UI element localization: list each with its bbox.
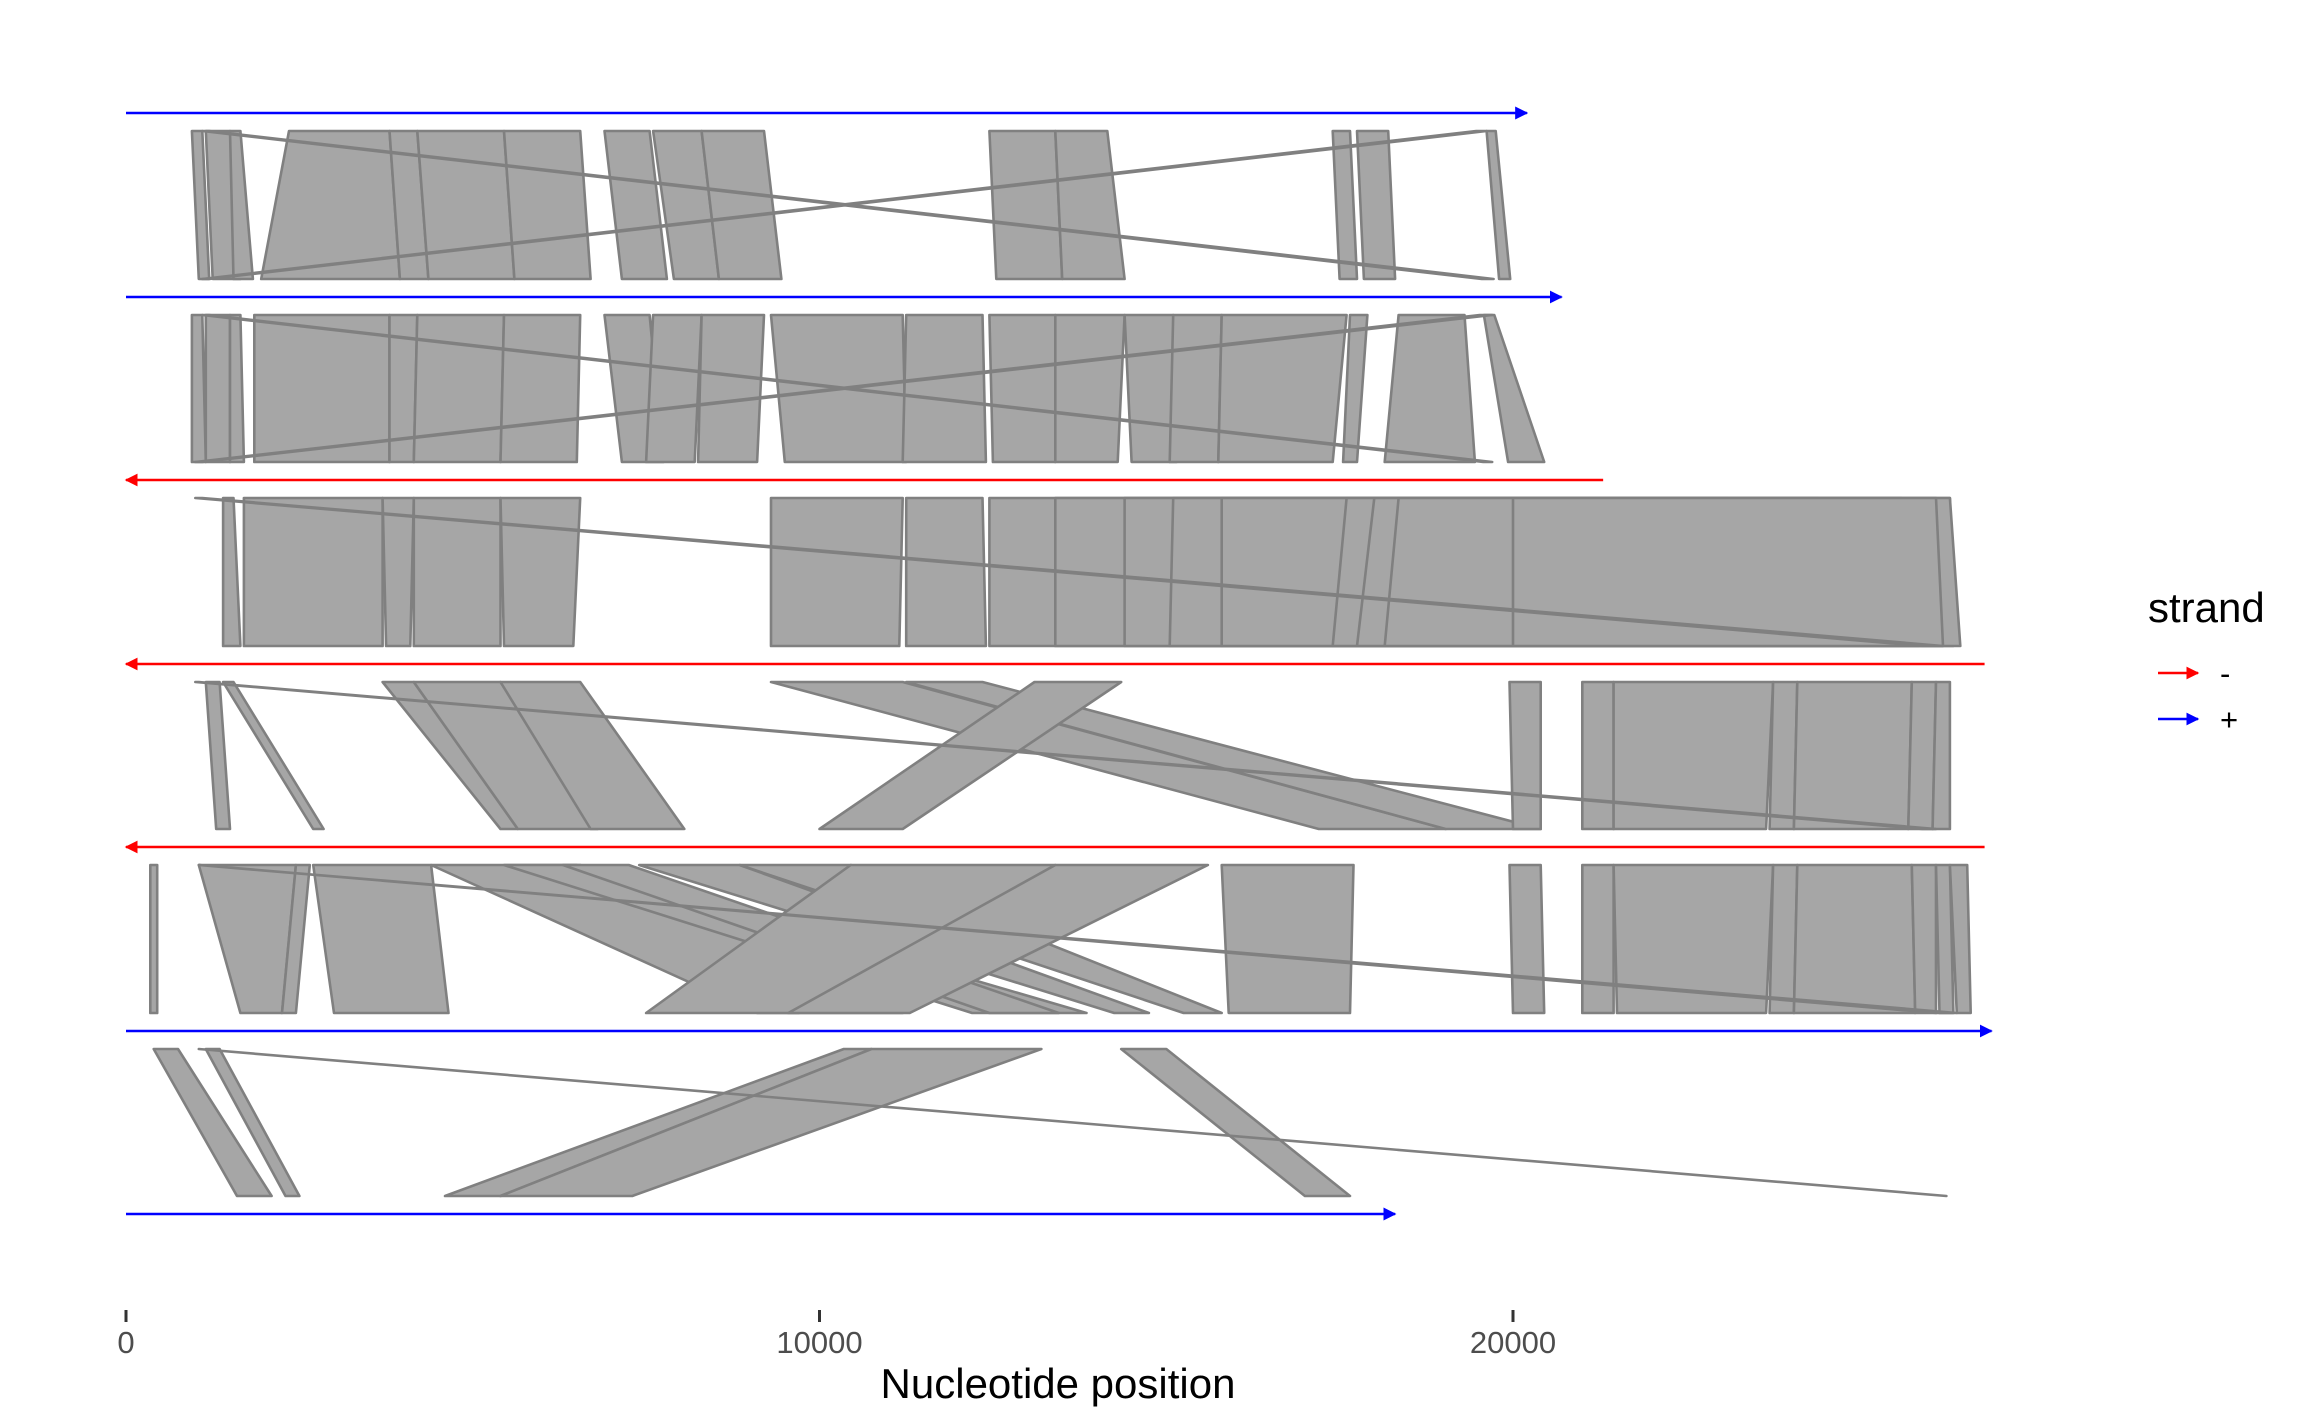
synteny-link-5-13 xyxy=(1508,863,1546,1015)
synteny-link-4-10 xyxy=(1581,680,1615,831)
x-axis-title: Nucleotide position xyxy=(881,1360,1236,1407)
synteny-link-5-20 xyxy=(197,863,1959,1015)
synteny-link-2-6 xyxy=(412,313,506,464)
synteny-link-4-9 xyxy=(1508,680,1542,831)
synteny-link-2-13 xyxy=(988,313,1057,464)
synteny-link-3-5 xyxy=(499,496,582,648)
synteny-link-1-3 xyxy=(228,129,255,281)
synteny-link-5-12 xyxy=(1220,863,1355,1015)
synteny-link-2-18 xyxy=(1341,313,1369,464)
synteny-link-2-15 xyxy=(1123,313,1178,464)
synteny-link-2-10 xyxy=(696,313,766,464)
synteny-link-1-6 xyxy=(415,129,516,281)
synteny-link-3-16 xyxy=(1511,496,1945,648)
synteny-link-5-3 xyxy=(280,863,312,1015)
legend: strand -+ xyxy=(2148,584,2265,737)
synteny-link-1-12 xyxy=(1054,129,1126,281)
x-axis: 0 10000 20000 Nucleotide position xyxy=(117,1310,1556,1407)
synteny-link-6-1 xyxy=(152,1047,273,1198)
synteny-link-1-14 xyxy=(1355,129,1397,281)
synteny-link-1-11 xyxy=(988,129,1064,281)
synteny-link-2-19 xyxy=(1383,313,1477,464)
synteny-link-2-1 xyxy=(190,313,208,464)
synteny-link-2-20 xyxy=(1482,313,1546,464)
synteny-links xyxy=(149,129,1972,1198)
synteny-link-6-2 xyxy=(204,1047,301,1198)
synteny-link-2-17 xyxy=(1217,313,1348,464)
synteny-link-4-8 xyxy=(818,680,1123,831)
synteny-link-2-2 xyxy=(204,313,232,464)
synteny-link-5-2 xyxy=(197,863,298,1015)
synteny-link-3-17 xyxy=(194,496,1945,648)
synteny-link-2-7 xyxy=(499,313,582,464)
synteny-link-5-17 xyxy=(1792,863,1917,1015)
synteny-link-1-15 xyxy=(1485,129,1512,281)
x-tick-label-1: 0 xyxy=(117,1325,134,1360)
genome-tracks xyxy=(124,106,1993,1221)
legend-label-1: - xyxy=(2220,656,2230,691)
synteny-link-5-11 xyxy=(786,863,1210,1015)
legend-entries: -+ xyxy=(2158,656,2238,737)
synteny-link-1-4 xyxy=(259,129,402,281)
synteny-link-4-13 xyxy=(1792,680,1914,831)
synteny-link-1-10 xyxy=(700,129,783,281)
synteny-link-3-2 xyxy=(242,496,384,648)
synteny-link-5-18 xyxy=(1910,863,1938,1015)
synteny-link-3-4 xyxy=(412,496,502,648)
synteny-link-2-14 xyxy=(1054,313,1126,464)
x-tick-label-3: 20000 xyxy=(1470,1325,1556,1360)
x-axis-ticks: 0 10000 20000 xyxy=(117,1310,1556,1360)
synteny-link-1-7 xyxy=(502,129,592,281)
legend-label-2: + xyxy=(2220,702,2238,737)
synteny-link-2-3 xyxy=(228,313,246,464)
synteny-link-6-6 xyxy=(197,1047,1948,1198)
synteny-link-5-1 xyxy=(149,863,159,1015)
synteny-link-1-17 xyxy=(201,129,1488,281)
synteny-link-3-1 xyxy=(221,496,242,648)
synteny-link-5-15 xyxy=(1612,863,1775,1015)
legend-title: strand xyxy=(2148,584,2265,631)
synteny-link-4-1 xyxy=(204,680,232,831)
synteny-link-3-7 xyxy=(904,496,988,648)
x-tick-label-2: 10000 xyxy=(776,1325,862,1360)
synteny-link-3-3 xyxy=(381,496,416,648)
synteny-link-6-4 xyxy=(499,1047,1043,1198)
synteny-link-4-2 xyxy=(221,680,325,831)
synteny-link-4-15 xyxy=(1931,680,1952,831)
synteny-link-1-13 xyxy=(1331,129,1359,281)
synteny-link-2-16 xyxy=(1168,313,1223,464)
synteny-link-2-9 xyxy=(644,313,703,464)
synteny-link-4-16 xyxy=(194,680,1938,831)
synteny-link-2-12 xyxy=(901,313,988,464)
synteny-link-2-4 xyxy=(253,313,391,464)
synteny-link-5-21 xyxy=(1948,863,1972,1015)
synteny-link-4-11 xyxy=(1612,680,1775,831)
synteny-link-6-5 xyxy=(1119,1047,1352,1198)
synteny-link-5-14 xyxy=(1581,863,1615,1015)
synteny-link-2-22 xyxy=(194,313,1494,464)
synteny-link-5-4 xyxy=(311,863,450,1015)
synteny-link-4-5 xyxy=(499,680,686,831)
synteny-link-3-6 xyxy=(769,496,905,648)
